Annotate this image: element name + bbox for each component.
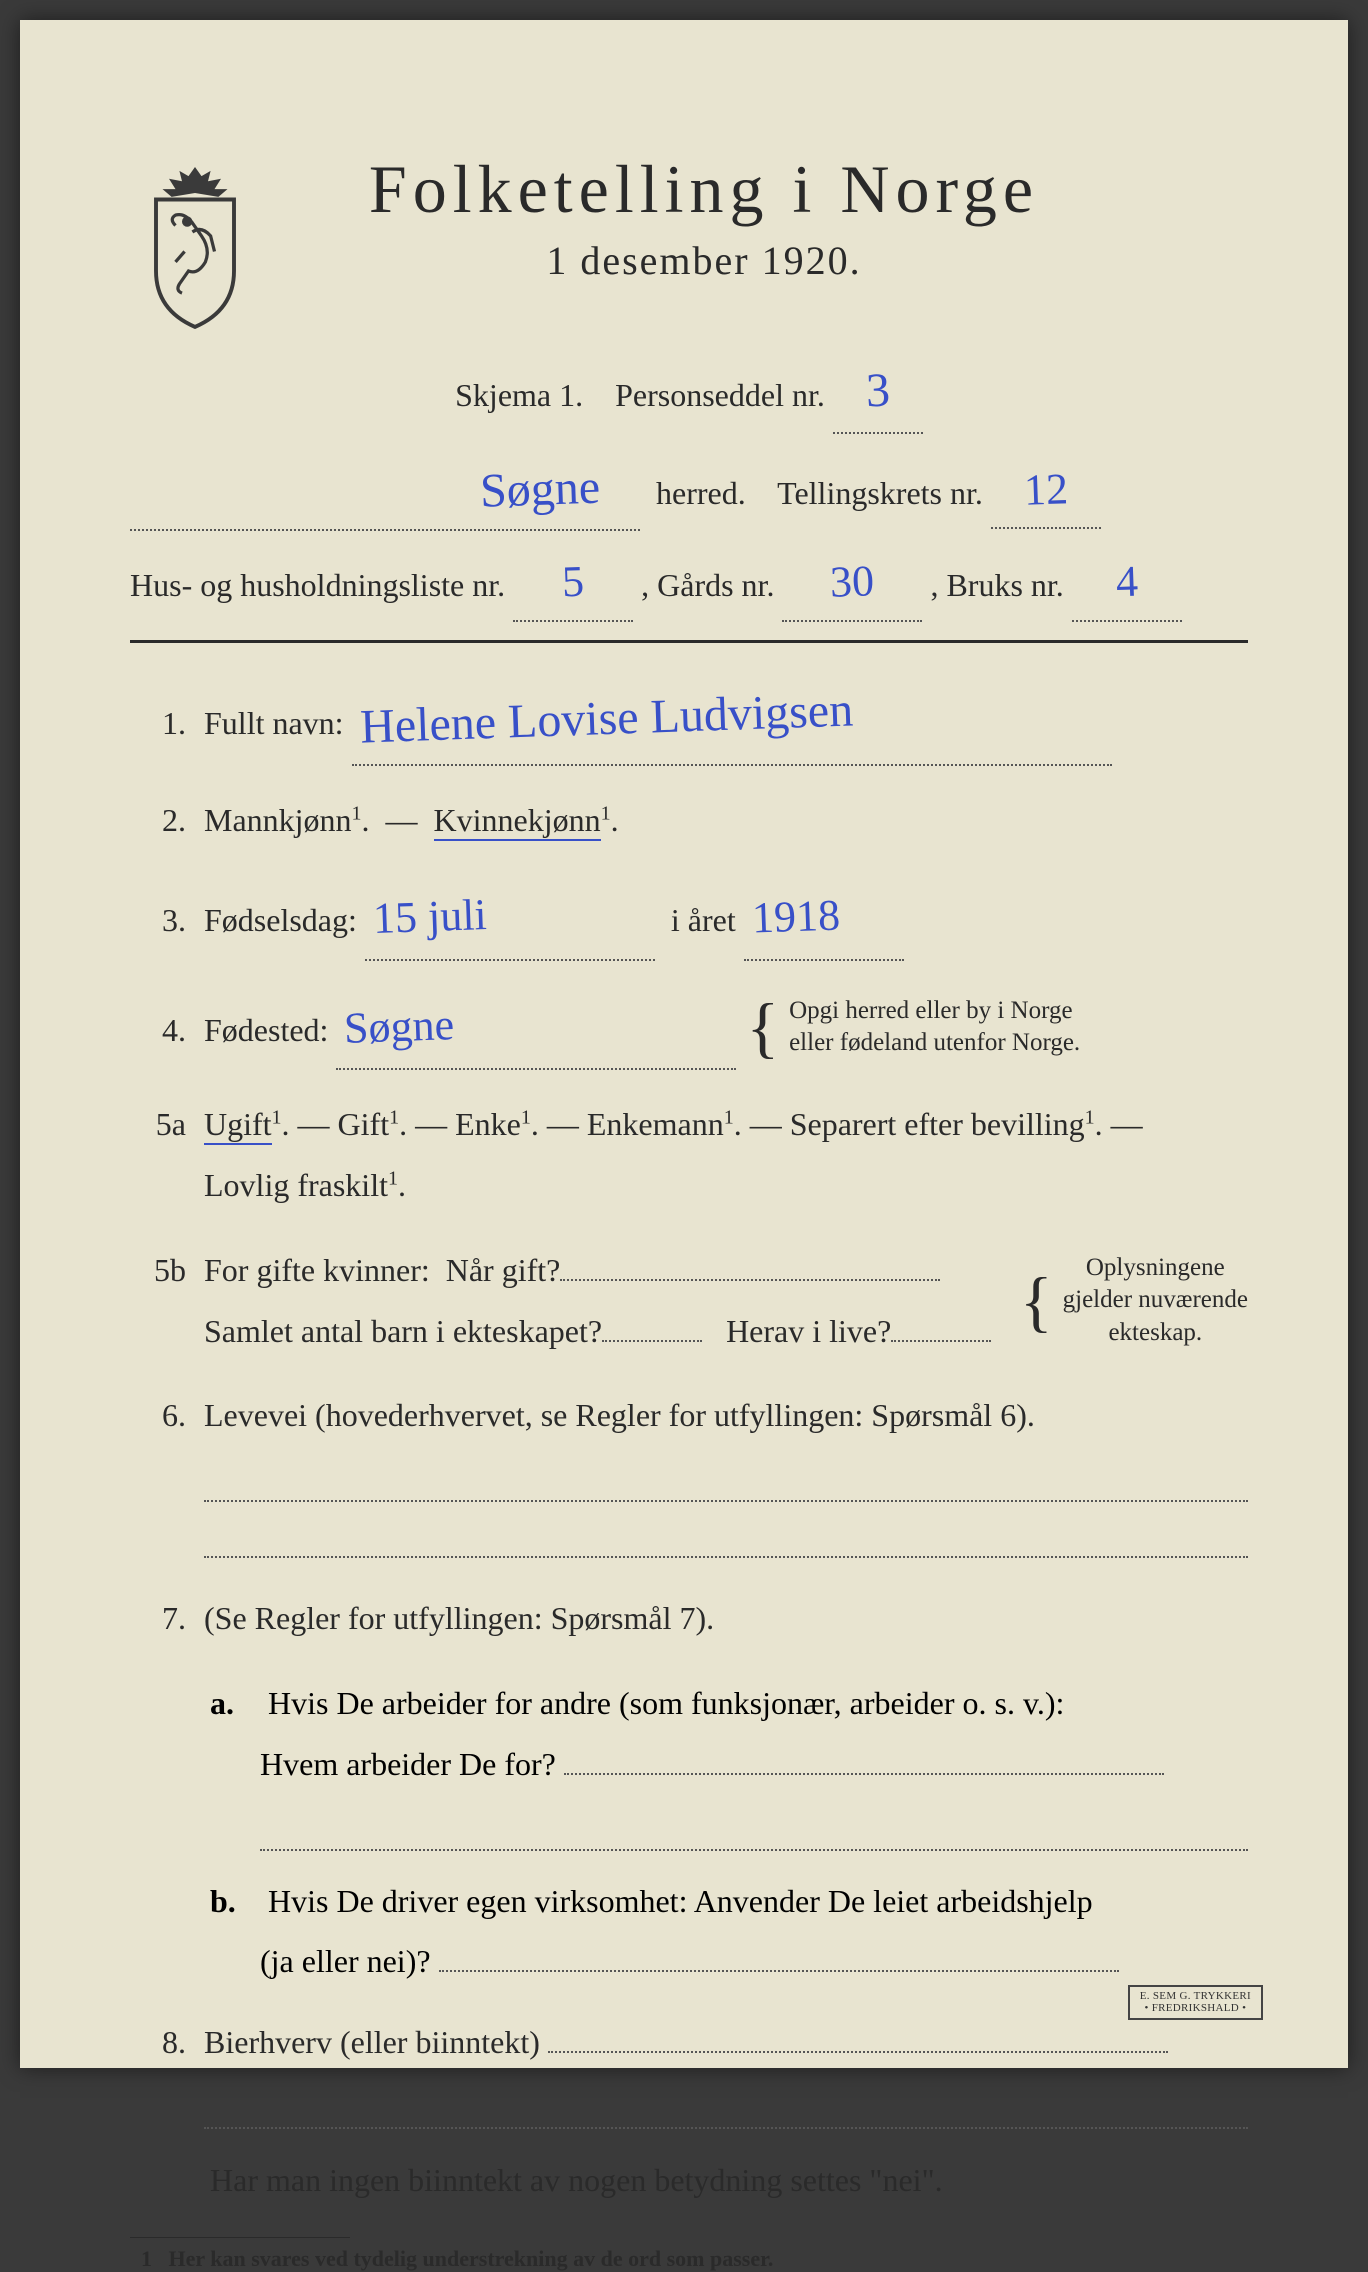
q5b-note: { Oplysningene gjelder nuværende ekteska…: [1020, 1252, 1248, 1350]
q6-num: 6.: [130, 1385, 186, 1446]
husliste-label: Hus- og husholdningsliste nr.: [130, 567, 505, 603]
q2-opt1: Mannkjønn: [204, 802, 352, 838]
personseddel-label: Personseddel nr.: [615, 377, 825, 413]
q7a-text1: Hvis De arbeider for andre (som funksjon…: [268, 1685, 1064, 1721]
q7: 7. (Se Regler for utfyllingen: Spørsmål …: [130, 1588, 1248, 1649]
coat-of-arms-icon: [130, 160, 260, 330]
q8: 8. Bierhverv (eller biinntekt): [130, 2012, 1248, 2129]
subtitle: 1 desember 1920.: [290, 237, 1118, 284]
q4-label: Fødested:: [204, 1012, 328, 1048]
header: Folketelling i Norge 1 desember 1920.: [130, 150, 1248, 330]
q7b-text2: (ja eller nei)?: [260, 1943, 431, 1979]
main-title: Folketelling i Norge: [290, 150, 1118, 229]
q7a-text2: Hvem arbeider De for?: [260, 1746, 556, 1782]
q5a-opt1: Gift: [338, 1106, 390, 1142]
bruks-label: , Bruks nr.: [930, 567, 1063, 603]
q1-label: Fullt navn:: [204, 705, 344, 741]
q5b-label: For gifte kvinner:: [204, 1252, 430, 1288]
q1-num: 1.: [130, 693, 186, 754]
q5a-opt3: Enkemann: [587, 1106, 724, 1142]
printer-stamp: E. SEM G. TRYKKERI • FREDRIKSHALD •: [1128, 1985, 1263, 2020]
bottom-note: Har man ingen biinntekt av nogen betydni…: [210, 2153, 1248, 2207]
q2-num: 2.: [130, 790, 186, 851]
stamp-line1: E. SEM G. TRYKKERI: [1140, 1990, 1251, 2003]
q5a-opt0: Ugift: [204, 1106, 272, 1145]
q6: 6. Levevei (hovederhvervet, se Regler fo…: [130, 1385, 1248, 1558]
schema-line: Skjema 1. Personseddel nr. 3: [130, 350, 1248, 434]
title-block: Folketelling i Norge 1 desember 1920.: [290, 150, 1248, 284]
q7a-label: a.: [210, 1673, 260, 1734]
q7b: b. Hvis De driver egen virksomhet: Anven…: [210, 1871, 1248, 1993]
q8-label: Bierhverv (eller biinntekt): [204, 2024, 540, 2060]
q5b-note2: gjelder nuværende: [1063, 1284, 1248, 1317]
q4: 4. Fødested: Søgne { Opgi herred eller b…: [130, 985, 1248, 1071]
tellingskrets-label: Tellingskrets nr.: [777, 475, 983, 511]
q6-label: Levevei (hovederhvervet, se Regler for u…: [204, 1397, 1035, 1433]
q5b-q1: Når gift?: [446, 1252, 561, 1288]
q4-note1: Opgi herred eller by i Norge: [789, 995, 1080, 1028]
q1: 1. Fullt navn: Helene Lovise Ludvigsen: [130, 673, 1248, 766]
q1-value: Helene Lovise Ludvigsen: [358, 664, 854, 772]
q5b: 5b For gifte kvinner: Når gift? Samlet a…: [130, 1240, 1248, 1362]
q7a: a. Hvis De arbeider for andre (som funks…: [210, 1673, 1248, 1851]
q5b-q2: Samlet antal barn i ekteskapet?: [204, 1313, 602, 1349]
q5a-opt4: Separert efter bevilling: [790, 1106, 1085, 1142]
tellingskrets-nr: 12: [1023, 452, 1070, 528]
q4-note: { Opgi herred eller by i Norge eller fød…: [746, 995, 1080, 1060]
personseddel-nr: 3: [864, 350, 891, 432]
bruks-nr: 4: [1114, 545, 1139, 621]
q5b-note3: ekteskap.: [1063, 1317, 1248, 1350]
q2-opt2: Kvinnekjønn: [434, 802, 601, 841]
husliste-nr: 5: [561, 545, 586, 621]
husliste-line: Hus- og husholdningsliste nr. 5 , Gårds …: [130, 545, 1248, 622]
herred-label: herred.: [656, 475, 746, 511]
divider-top: [130, 640, 1248, 643]
q5b-note1: Oplysningene: [1063, 1252, 1248, 1285]
q3-year-label: i året: [671, 902, 736, 938]
q3-year: 1918: [750, 873, 841, 960]
stamp-line2: • FREDRIKSHALD •: [1140, 2002, 1251, 2015]
q2: 2. Mannkjønn1. — Kvinnekjønn1.: [130, 790, 1248, 851]
q4-note2: eller fødeland utenfor Norge.: [789, 1027, 1080, 1060]
gards-nr: 30: [829, 544, 876, 620]
q3: 3. Fødselsdag: 15 juli i året 1918: [130, 875, 1248, 961]
q5a-opt2: Enke: [455, 1106, 521, 1142]
q4-value: Søgne: [343, 983, 456, 1070]
q3-day: 15 juli: [371, 873, 488, 961]
q5a-last: Lovlig fraskilt: [204, 1167, 388, 1203]
q3-label: Fødselsdag:: [204, 902, 357, 938]
q3-num: 3.: [130, 890, 186, 951]
q5b-num: 5b: [130, 1240, 186, 1301]
footnote: 1 Her kan svares ved tydelig understrekn…: [130, 2227, 1248, 2272]
footnote-marker: 1: [141, 2246, 152, 2271]
herred-line: Søgne herred. Tellingskrets nr. 12: [130, 448, 1248, 532]
schema-label: Skjema 1.: [455, 377, 583, 413]
q8-num: 8.: [130, 2012, 186, 2073]
q7b-text1: Hvis De driver egen virksomhet: Anvender…: [268, 1883, 1093, 1919]
q7-num: 7.: [130, 1588, 186, 1649]
q4-num: 4.: [130, 1000, 186, 1061]
q5a-num: 5a: [130, 1094, 186, 1155]
q7b-label: b.: [210, 1871, 260, 1932]
q5b-q3: Herav i live?: [726, 1313, 891, 1349]
census-form-page: Folketelling i Norge 1 desember 1920. Sk…: [20, 20, 1348, 2068]
herred-value: Søgne: [479, 445, 642, 532]
gards-label: , Gårds nr.: [641, 567, 774, 603]
q5a: 5a Ugift1. — Gift1. — Enke1. — Enkemann1…: [130, 1094, 1248, 1216]
footnote-text: Her kan svares ved tydelig understreknin…: [169, 2246, 774, 2271]
q7-label: (Se Regler for utfyllingen: Spørsmål 7).: [204, 1600, 714, 1636]
